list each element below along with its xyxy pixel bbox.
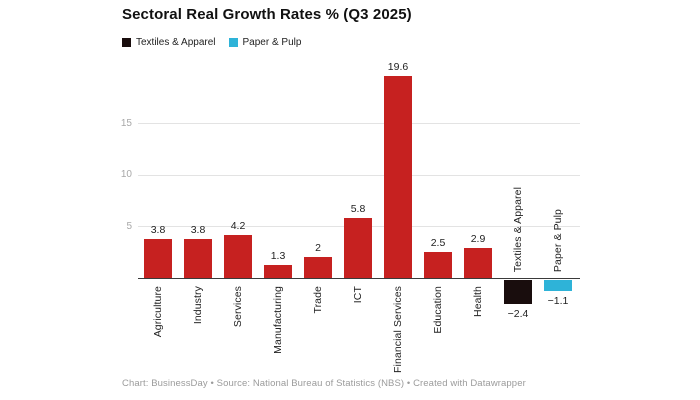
axis-label-services: Services (232, 286, 244, 328)
value-label-ict: 5.8 (350, 203, 366, 216)
bar-industry (184, 238, 212, 278)
bar-ict (344, 218, 372, 278)
value-label-manufacturing: 1.3 (270, 249, 286, 262)
legend-swatch-paper-pulp (228, 38, 238, 47)
value-label-agriculture: 3.8 (150, 223, 166, 236)
value-label-education: 2.5 (430, 237, 446, 250)
chart-attribution: Chart: BusinessDay • Source: National Bu… (122, 378, 526, 389)
legend-label-paper-pulp: Paper & Pulp (242, 37, 302, 48)
axis-label-paper-pulp: Paper & Pulp (552, 208, 564, 272)
bar-education (424, 252, 452, 278)
bar-trade (304, 257, 332, 278)
axis-label-textiles-apparel: Textiles & Apparel (512, 186, 524, 272)
axis-label-financial-services: Financial Services (392, 286, 404, 373)
value-label-financial-services: 19.6 (387, 61, 409, 74)
value-label-industry: 3.8 (190, 223, 206, 236)
value-label-textiles-apparel: −2.4 (507, 308, 529, 321)
gridline-10 (138, 174, 580, 176)
axis-label-industry: Industry (192, 286, 204, 325)
axis-label-agriculture: Agriculture (152, 286, 164, 338)
legend-swatch-textiles-apparel (122, 38, 131, 47)
axis-label-ict: ICT (352, 286, 364, 304)
axis-label-trade: Trade (312, 286, 324, 314)
gridline-15 (138, 123, 580, 124)
bar-paper-pulp (544, 279, 572, 291)
y-tick-label-10: 10 (120, 169, 132, 180)
y-tick-label-15: 15 (120, 117, 132, 129)
legend-label-textiles-apparel: Textiles & Apparel (136, 37, 216, 48)
bar-manufacturing (264, 264, 292, 278)
value-label-paper-pulp: −1.1 (547, 294, 569, 307)
legend-item-textiles-apparel: Textiles & Apparel (122, 37, 216, 48)
legend-item-paper-pulp: Paper & Pulp (228, 37, 302, 48)
value-label-services: 4.2 (230, 219, 246, 232)
value-label-trade: 2 (315, 242, 321, 255)
chart-title: Sectoral Real Growth Rates % (Q3 2025) (122, 6, 412, 23)
chart-legend: Textiles & Apparel Paper & Pulp (122, 37, 301, 48)
x-axis-line (138, 277, 580, 279)
bar-textiles-apparel (504, 279, 532, 305)
value-label-health: 2.9 (470, 233, 486, 246)
y-tick-label-5: 5 (126, 220, 132, 232)
axis-label-manufacturing: Manufacturing (272, 286, 284, 354)
axis-label-health: Health (472, 286, 484, 317)
bar-health (464, 248, 492, 278)
axis-label-education: Education (432, 286, 444, 334)
bar-financial-services (384, 76, 412, 278)
bar-services (224, 234, 252, 278)
bar-agriculture (144, 238, 172, 278)
